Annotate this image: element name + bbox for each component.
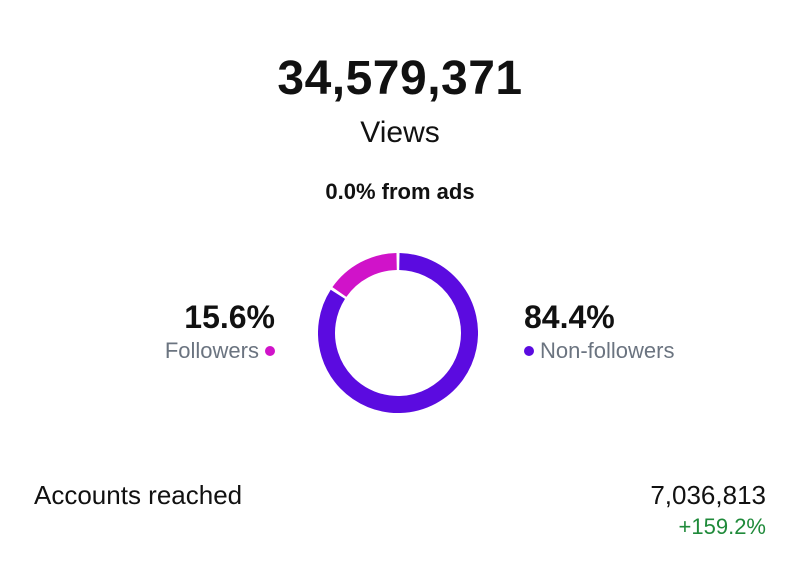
non-followers-legend-row: Non-followers	[524, 336, 675, 366]
audience-donut-chart	[318, 253, 478, 413]
followers-segment	[332, 253, 398, 298]
followers-label: Followers	[164, 338, 259, 363]
accounts-reached-change: +159.2%	[678, 514, 766, 539]
accounts-reached-value: 7,036,813	[650, 480, 766, 510]
non-followers-legend: 84.4% Non-followers	[524, 298, 675, 366]
followers-percent: 15.6%	[184, 299, 275, 335]
non-followers-segment	[318, 253, 478, 413]
followers-legend: 15.6% Followers	[165, 298, 275, 366]
views-label: Views	[360, 116, 440, 149]
non-followers-label: Non-followers	[540, 338, 675, 363]
followers-legend-row: Followers	[165, 336, 275, 366]
accounts-reached-label: Accounts reached	[34, 480, 243, 510]
non-followers-percent: 84.4%	[524, 299, 615, 335]
ads-percentage-text: 0.0% from ads	[325, 179, 475, 204]
non-followers-dot-icon	[524, 346, 534, 356]
total-views-value: 34,579,371	[277, 52, 523, 105]
followers-dot-icon	[265, 346, 275, 356]
